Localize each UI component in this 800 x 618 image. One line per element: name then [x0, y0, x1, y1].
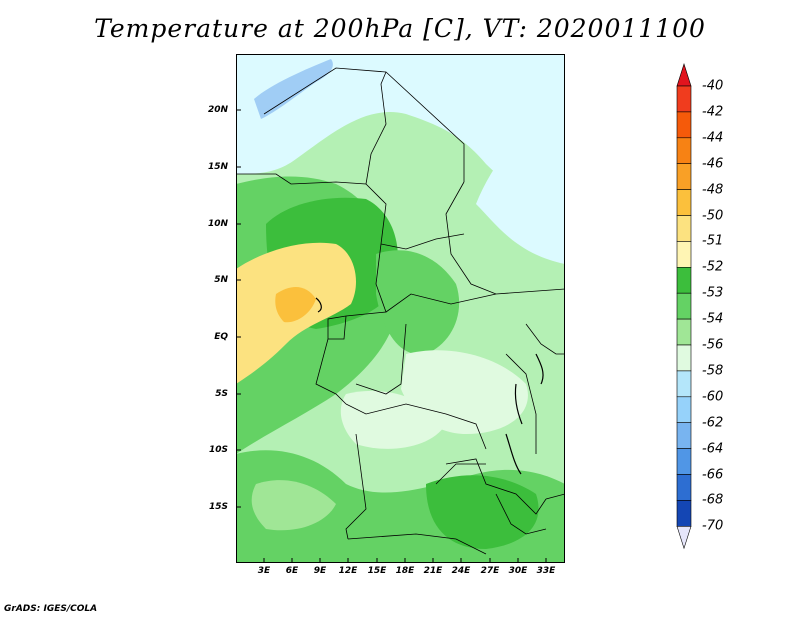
colorbar-box: [676, 474, 692, 501]
field-cool-north: [236, 54, 565, 214]
x-tick-label: 12E: [338, 566, 358, 576]
colorbar-label: -68: [702, 492, 724, 508]
colorbar-box: [676, 344, 692, 372]
x-tick-label: 18E: [395, 566, 415, 576]
y-tick-label: 5N: [214, 275, 228, 285]
field-cyan-east: [476, 94, 565, 264]
colorbar-box: [676, 215, 692, 242]
x-tick-label: 21E: [423, 566, 443, 576]
x-tick-label: 3E: [257, 566, 271, 576]
x-tick-label: 15E: [367, 566, 387, 576]
field-green-center: [376, 250, 460, 355]
colorbar-label: -52: [702, 259, 724, 275]
field-pale-south: [340, 390, 446, 449]
colorbar-label: -53: [702, 285, 724, 301]
x-tick-label: 24E: [451, 566, 471, 576]
colorbar-box: [676, 370, 692, 398]
colorbar-label: -46: [702, 156, 724, 172]
y-tick-label: 15N: [207, 162, 228, 172]
colorbar-label: -50: [702, 208, 724, 223]
colorbar-label: -56: [702, 337, 724, 353]
colorbar-box: [676, 318, 692, 346]
x-axis: 3E 6E 9E 12E 15E 18E 21E 24E 27E 30E 33E: [236, 566, 565, 580]
colorbar-box: [676, 85, 692, 113]
y-tick-label: EQ: [214, 332, 228, 342]
field-yellow-core: [275, 287, 316, 323]
colorbar-label: -48: [702, 182, 724, 198]
field-blue-patch: [254, 59, 333, 119]
country-borders: [236, 67, 565, 555]
colorbar-label: -51: [702, 233, 724, 249]
y-tick-label: 5S: [215, 389, 228, 399]
colorbar-box: [676, 267, 692, 294]
y-tick-label: 10S: [208, 445, 228, 455]
lakes: [315, 297, 544, 475]
tick-marks: [236, 109, 547, 563]
colorbar-label: -54: [702, 311, 724, 327]
colorbar-box: [676, 396, 692, 423]
colorbar-label: -60: [702, 389, 724, 405]
colorbar: [676, 63, 692, 550]
y-tick-label: 10N: [207, 219, 228, 229]
colorbar-box: [676, 111, 692, 139]
colorbar-bottom-arrow: [676, 526, 692, 550]
x-tick-label: 33E: [536, 566, 556, 576]
field-darkgreen-south: [426, 475, 539, 549]
colorbar-label: -44: [702, 130, 724, 146]
map-title: Temperature at 200hPa [C], VT: 202001110…: [94, 14, 706, 43]
map-frame: [236, 54, 565, 563]
colorbar-label: -64: [702, 441, 724, 457]
colorbar-box: [676, 500, 692, 527]
colorbar-top-arrow: [676, 63, 692, 87]
colorbar-box: [676, 448, 692, 475]
colorbar-label: -66: [702, 467, 724, 482]
colorbar-label: -42: [702, 104, 724, 120]
temperature-map: [236, 54, 565, 563]
colorbar-box: [676, 241, 692, 268]
field-lightgreen-southwest: [251, 480, 336, 531]
y-tick-label: 15S: [208, 502, 228, 512]
colorbar-label: -40: [702, 78, 724, 94]
grads-credit: GrADS: IGES/COLA: [4, 604, 98, 614]
colorbar-label: -62: [702, 415, 724, 431]
y-tick-label: 20N: [207, 105, 228, 115]
colorbar-box: [676, 189, 692, 216]
colorbar-box: [676, 422, 692, 449]
x-tick-label: 9E: [313, 566, 327, 576]
colorbar-box: [676, 137, 692, 165]
colorbar-label: -58: [702, 363, 724, 379]
colorbar-box: [676, 292, 692, 320]
x-tick-label: 6E: [285, 566, 299, 576]
x-tick-label: 30E: [508, 566, 528, 576]
x-tick-label: 27E: [480, 566, 500, 576]
colorbar-box: [676, 163, 692, 190]
colorbar-label: -70: [702, 518, 724, 534]
